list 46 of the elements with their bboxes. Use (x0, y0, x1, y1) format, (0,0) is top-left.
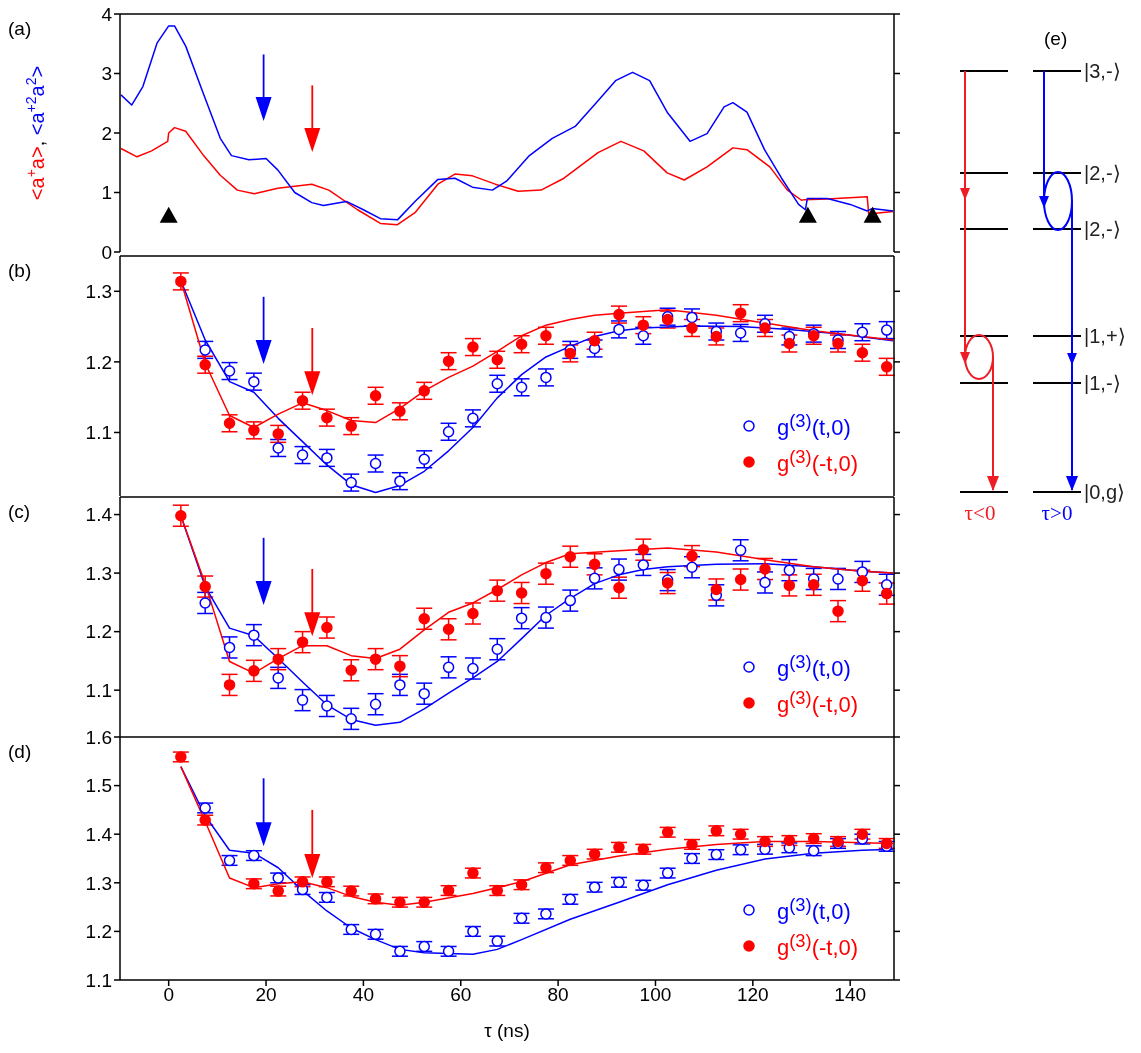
y-tick-label: 1.2 (85, 921, 112, 943)
text: |0,g⟩ (1084, 481, 1125, 503)
text: |3,-⟩ (1084, 60, 1121, 82)
legend-label: g$^{(3)}$(-t,0) (777, 687, 859, 719)
y-tick-label: 1.1 (85, 679, 112, 701)
chart-title: (a) (8, 18, 32, 40)
y-tick-label: 1.4 (85, 823, 113, 845)
y-tick-label: 3 (101, 63, 112, 85)
chart-title: (b) (8, 260, 32, 282)
legend-label: g$^{(3)}$(-t,0) (777, 930, 859, 962)
text: τ>0 (1041, 501, 1073, 525)
x-tick-label: 0 (163, 984, 174, 1006)
y-tick-label: 1.1 (85, 422, 112, 444)
y-tick-label: 4 (101, 3, 113, 25)
text: |2,-⟩ (1084, 162, 1121, 184)
text: |2,-⟩ (1084, 218, 1121, 240)
y-tick-label: 1 (101, 182, 112, 204)
y-tick-label: 1.3 (85, 872, 112, 894)
chart-title: (d) (8, 741, 32, 763)
x-tick-label: 60 (450, 984, 472, 1006)
text: |1,-⟩ (1084, 372, 1121, 394)
x-tick-label: 140 (834, 984, 867, 1006)
y-tick-label: 1.2 (85, 351, 112, 373)
y-tick-label: 1.3 (85, 281, 112, 303)
text: (e) (1044, 28, 1068, 50)
y-tick-label: 1.4 (85, 504, 113, 526)
legend-label: g$^{(3)}$(-t,0) (777, 446, 859, 478)
x-axis-title: τ (ns) (483, 1020, 531, 1042)
x-tick-label: 20 (255, 984, 277, 1006)
y-tick-label: 1.2 (85, 621, 112, 643)
y-tick-label: 0 (101, 241, 112, 263)
legend-label: g$^{(3)}$(t,0) (777, 894, 851, 926)
x-tick-label: 100 (639, 984, 672, 1006)
y-tick-label: 1.3 (85, 562, 112, 584)
text: |1,+⟩ (1084, 325, 1126, 347)
legend-label: g$^{(3)}$(t,0) (777, 410, 851, 442)
x-tick-label: 120 (736, 984, 769, 1006)
legend-label: g$^{(3)}$(t,0) (777, 651, 851, 683)
text: τ<0 (964, 501, 996, 525)
y-tick-label: 2 (101, 122, 112, 144)
x-tick-label: 40 (352, 984, 374, 1006)
x-tick-label: 80 (547, 984, 569, 1006)
chart-title: (c) (8, 501, 31, 523)
y-tick-label: 1.5 (85, 775, 112, 797)
y-tick-label: 1.6 (85, 726, 112, 748)
y-tick-label: 1.1 (85, 969, 112, 991)
